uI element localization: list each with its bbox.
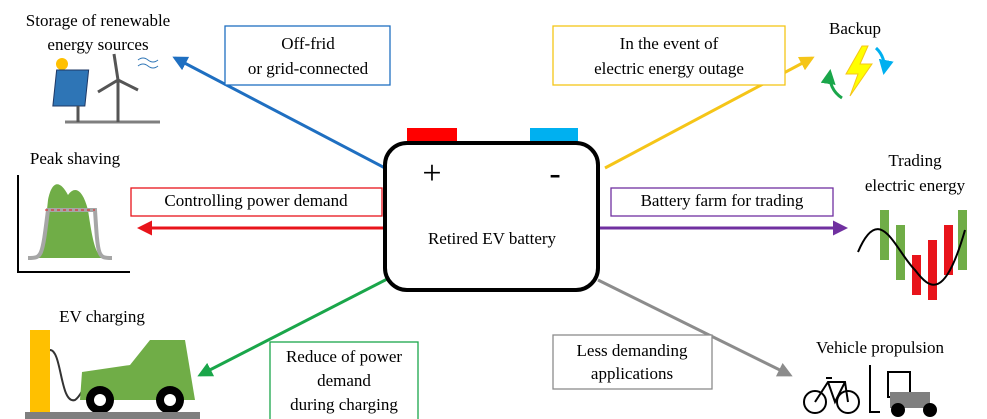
connector-text: In the event of (620, 34, 719, 53)
application-title: Peak shaving (30, 149, 121, 168)
diagram: + - Retired EV battery Off-frid or grid-… (0, 0, 987, 419)
connector-text: during charging (290, 395, 398, 414)
application-title: Storage of renewable (26, 11, 170, 30)
renewable-icon (53, 54, 160, 122)
connector-text: or grid-connected (248, 59, 369, 78)
trading-icon (858, 210, 967, 300)
plus-sign: + (422, 155, 441, 192)
application-title: Backup (829, 19, 881, 38)
minus-sign: - (549, 155, 560, 192)
ev-charging-icon (25, 330, 200, 419)
application-title: energy sources (47, 35, 148, 54)
connector-text: Off-frid (281, 34, 335, 53)
connector-text: Controlling power demand (164, 191, 348, 210)
connector-text: applications (591, 364, 673, 383)
application-title: Trading (888, 151, 942, 170)
connector-text: Reduce of power (286, 347, 402, 366)
application-title: Vehicle propulsion (816, 338, 944, 357)
vehicle-icon (804, 365, 936, 416)
battery-label: Retired EV battery (428, 229, 557, 248)
peak-shaving-icon (18, 175, 130, 272)
backup-icon (830, 46, 885, 98)
application-title: electric energy (865, 176, 966, 195)
connector-text: electric energy outage (594, 59, 744, 78)
application-title: EV charging (59, 307, 145, 326)
connector-text: Battery farm for trading (641, 191, 804, 210)
connector-text: Less demanding (577, 341, 688, 360)
battery-body (385, 143, 598, 290)
connector-text: demand (317, 371, 371, 390)
battery: + - Retired EV battery (385, 128, 598, 290)
